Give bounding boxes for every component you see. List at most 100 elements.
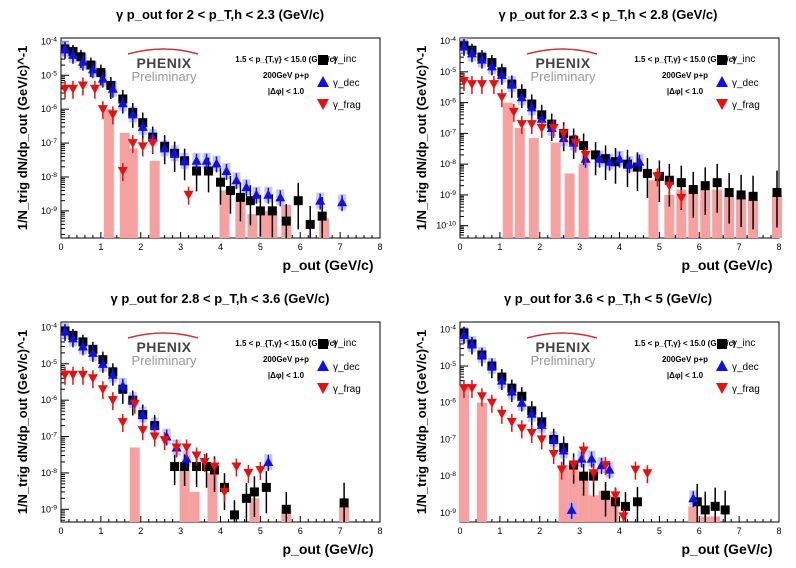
inc-marker bbox=[305, 219, 315, 229]
frag-marker bbox=[496, 409, 507, 419]
dec-marker bbox=[97, 358, 108, 368]
inc-marker bbox=[700, 181, 710, 191]
inc-marker bbox=[317, 211, 327, 221]
frag-marker bbox=[171, 443, 182, 453]
x-tick-label: 5 bbox=[657, 526, 662, 536]
y-tick-label: 10-5 bbox=[41, 70, 57, 81]
dec-marker bbox=[526, 102, 537, 112]
frag-marker bbox=[652, 172, 663, 182]
frag-marker bbox=[570, 138, 581, 148]
dec-marker bbox=[263, 456, 274, 466]
legend-frag-label: γ_frag bbox=[333, 384, 361, 395]
y-tick-label: 10-5 bbox=[440, 66, 456, 77]
dec-marker bbox=[315, 195, 326, 205]
frag-marker bbox=[476, 80, 487, 90]
dec-marker bbox=[516, 92, 527, 102]
y-tick-label: 10-4 bbox=[41, 36, 57, 47]
inc-marker bbox=[642, 168, 652, 178]
dec-marker bbox=[486, 361, 497, 371]
frag-marker bbox=[548, 450, 559, 460]
sys-band-bar bbox=[528, 138, 539, 238]
x-tick-label: 0 bbox=[457, 526, 462, 536]
phenix-logo-arc bbox=[127, 332, 199, 339]
dec-marker bbox=[137, 121, 148, 131]
frag-marker bbox=[255, 466, 266, 476]
dec-marker bbox=[337, 197, 348, 207]
chart-panel-1: γ p_out for 2 < p_T,h < 2.3 (GeV/c) 0 1 2 3 4… bbox=[15, 7, 383, 273]
dec-marker bbox=[536, 113, 547, 123]
x-tick-label: 4 bbox=[617, 526, 622, 536]
sys-band-bar bbox=[247, 214, 258, 238]
y-tick-label: 10-7 bbox=[440, 128, 456, 139]
dec-marker bbox=[67, 333, 78, 343]
frag-marker bbox=[578, 446, 589, 456]
legend-frag-label: γ_frag bbox=[732, 384, 760, 395]
y-tick-label: 10-6 bbox=[440, 397, 456, 408]
frag-marker bbox=[526, 120, 537, 130]
sys-band-bar bbox=[207, 472, 218, 522]
inc-marker bbox=[216, 177, 225, 187]
x-tick-label: 8 bbox=[776, 242, 781, 252]
x-tick-label: 3 bbox=[577, 242, 582, 252]
dec-marker bbox=[159, 143, 170, 153]
x-tick-label: 8 bbox=[377, 242, 382, 252]
y-tick-label: 10-9 bbox=[41, 504, 57, 515]
dec-marker bbox=[77, 56, 88, 66]
plot-frame bbox=[60, 321, 381, 523]
sys-band-bar bbox=[608, 495, 619, 522]
sys-band-bar bbox=[588, 495, 599, 522]
x-tick-label: 7 bbox=[737, 526, 742, 536]
dec-marker bbox=[149, 420, 160, 430]
inc-marker bbox=[710, 501, 720, 511]
inc-marker bbox=[192, 462, 202, 472]
y-tick-label: 10-4 bbox=[440, 36, 456, 47]
frag-marker bbox=[77, 81, 88, 91]
frag-marker bbox=[526, 428, 537, 438]
legend-dec-label: γ_dec bbox=[333, 362, 360, 373]
x-tick-label: 0 bbox=[457, 242, 462, 252]
dec-marker bbox=[181, 453, 192, 463]
frag-marker bbox=[458, 384, 469, 394]
sys-band-bar bbox=[564, 173, 575, 238]
dec-marker bbox=[201, 155, 212, 165]
frag-marker bbox=[458, 77, 469, 87]
inc-marker bbox=[202, 462, 212, 472]
inc-marker bbox=[225, 185, 235, 195]
sys-band-bar bbox=[476, 402, 487, 522]
inc-marker bbox=[620, 501, 630, 511]
frag-marker bbox=[107, 396, 118, 406]
frag-marker bbox=[476, 392, 487, 402]
dec-marker bbox=[476, 349, 487, 359]
inc-marker bbox=[748, 191, 758, 201]
dec-marker bbox=[107, 83, 118, 93]
legend-inc-marker bbox=[717, 55, 727, 65]
dec-marker bbox=[604, 464, 615, 474]
frag-marker bbox=[117, 167, 128, 177]
sys-band-bar bbox=[189, 491, 200, 522]
inc-marker bbox=[688, 185, 698, 195]
y-tick-label: 10-5 bbox=[41, 358, 57, 369]
dec-marker bbox=[688, 493, 699, 503]
y-axis-label: 1/N_trig dN/dp_out (GeV/c)^-1 bbox=[15, 46, 30, 231]
dec-marker bbox=[127, 109, 138, 119]
frag-marker bbox=[664, 181, 675, 191]
phenix-logo-arc bbox=[526, 48, 598, 55]
y-tick-label: 10-4 bbox=[440, 324, 456, 335]
y-tick-label: 10-8 bbox=[41, 171, 57, 182]
dec-marker bbox=[137, 409, 148, 419]
inc-marker bbox=[255, 206, 265, 216]
phenix-logo-text: PHENIX bbox=[136, 339, 191, 355]
frag-marker bbox=[548, 123, 559, 133]
preliminary-label: Preliminary bbox=[131, 69, 197, 84]
preliminary-label: Preliminary bbox=[530, 69, 596, 84]
dec-marker bbox=[548, 434, 559, 444]
preliminary-label: Preliminary bbox=[131, 353, 197, 368]
y-tick-label: 10-9 bbox=[41, 205, 57, 216]
inc-marker bbox=[241, 493, 251, 503]
dec-marker bbox=[179, 155, 190, 165]
frag-marker bbox=[580, 150, 591, 160]
legend-inc-marker bbox=[318, 55, 328, 65]
x-tick-label: 1 bbox=[98, 242, 103, 252]
x-tick-label: 6 bbox=[298, 242, 303, 252]
